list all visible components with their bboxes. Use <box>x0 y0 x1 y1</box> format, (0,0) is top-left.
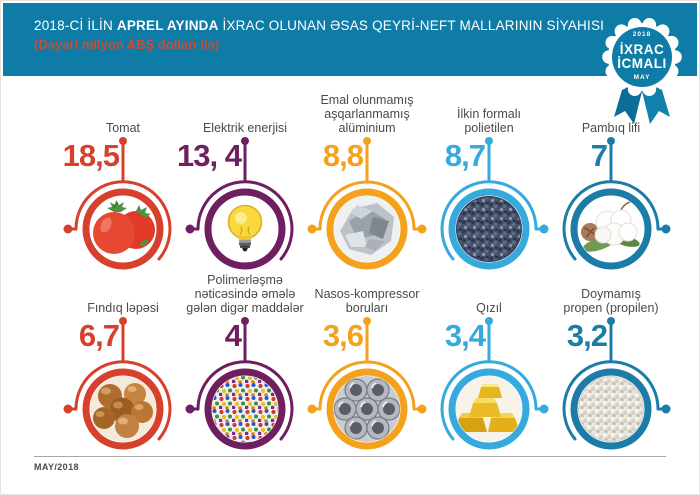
page-subtitle: (Dəyəri milyon ABŞ dolları ilə) <box>34 37 220 52</box>
footer-divider <box>34 456 666 457</box>
item-connector-art <box>440 137 549 270</box>
outer-arc <box>440 180 538 261</box>
pipes-icon <box>334 376 400 442</box>
outer-arc <box>440 360 538 441</box>
connector-dot-right <box>417 404 427 414</box>
page-title-suffix: İXRAC OLUNAN ƏSAS QEYRİ-NEFT MALLARININ … <box>218 18 605 33</box>
item-value: 18,5 <box>62 138 120 173</box>
badge-title-line2: İCMALI <box>617 56 667 71</box>
gold-bars-icon <box>456 376 522 442</box>
item-label: Emal olunmamış aşqarlanmamış alüminium <box>320 93 414 135</box>
aluminium-icon <box>334 196 400 262</box>
item-label: Pambıq lifi <box>581 121 641 135</box>
item-connector-art <box>63 317 172 450</box>
outer-arc <box>562 180 660 261</box>
item-connector-art <box>63 137 172 270</box>
item-connector-art <box>307 137 427 270</box>
header-bar: 2018-Cİ İLİN APREL AYINDA İXRAC OLUNAN Ə… <box>3 3 697 76</box>
footer-date: MAY/2018 <box>34 462 79 472</box>
outer-arc <box>318 360 416 411</box>
tomatoes-icon <box>93 200 155 254</box>
export-item-7: Polimerləşmə nəticəsində əmələ gələn dig… <box>183 273 307 471</box>
item-label: İlkin formalı polietilen <box>457 107 521 135</box>
item-label: Doymamış propen (propilen) <box>563 287 659 315</box>
item-label: Elektrik enerjisi <box>202 121 288 135</box>
connector-dot-left <box>63 404 73 414</box>
item-label: Qızıl <box>476 301 502 315</box>
item-value: 8,8 <box>322 138 364 173</box>
outer-arc <box>196 360 294 441</box>
connector-dot-left <box>307 224 317 234</box>
page-title: 2018-Cİ İLİN APREL AYINDA İXRAC OLUNAN Ə… <box>34 18 604 33</box>
item-connector-art <box>185 317 294 450</box>
export-item-3: Emal olunmamış aşqarlanmamış alüminium 8… <box>305 93 429 291</box>
outer-arc <box>74 360 172 441</box>
item-label: Tomat <box>105 121 141 135</box>
outer-arc <box>196 180 294 261</box>
export-review-badge: 2018 İXRAC İCMALI MAY <box>602 18 682 124</box>
cotton-icon <box>581 201 640 252</box>
item-connector-art <box>185 137 294 270</box>
connector-dot-left <box>185 404 195 414</box>
badge-year: 2018 <box>633 31 651 38</box>
connector-dot-right <box>661 224 671 234</box>
propylene-granules-icon <box>578 376 644 442</box>
item-value: 3,6 <box>322 318 364 353</box>
badge-title-line1: İXRAC <box>620 42 665 57</box>
item-label: Nasos-kompressor boruları <box>314 287 420 315</box>
outer-arc <box>318 180 416 231</box>
item-value: 3,2 <box>566 318 608 353</box>
item-connector-art <box>307 317 427 450</box>
item-connector-art <box>440 317 549 450</box>
export-item-9: Qızıl 3,4 <box>427 273 551 471</box>
outer-arc <box>74 180 172 261</box>
connector-dot-right <box>661 404 671 414</box>
badge-month: MAY <box>634 74 651 81</box>
item-value: 3,4 <box>444 318 486 353</box>
page-title-bold: APREL AYINDA <box>116 18 219 33</box>
page-title-prefix: 2018-Cİ İLİN <box>34 18 117 33</box>
export-item-5: Pambıq lifi 7 <box>549 93 673 291</box>
connector-dot-left <box>185 224 195 234</box>
item-connector-art <box>562 317 671 450</box>
connector-dot-right <box>417 224 427 234</box>
item-value: 4 <box>224 318 242 353</box>
item-connector-art <box>562 137 671 270</box>
export-item-2: Elektrik enerjisi 13, 4 <box>177 93 307 291</box>
polyethylene-granules-icon <box>456 196 522 262</box>
connector-dot-left <box>63 224 73 234</box>
connector-dot-right <box>539 224 549 234</box>
export-item-1: Tomat 18,5 <box>61 93 185 291</box>
hazelnuts-icon <box>90 376 156 442</box>
badge-seal <box>612 27 672 87</box>
item-value: 7 <box>590 138 608 173</box>
polymer-granules-icon <box>212 376 278 442</box>
item-value: 13, 4 <box>177 138 242 173</box>
export-item-10: Doymamış propen (propilen) 3,2 <box>549 273 673 471</box>
item-label: Polimerləşmə nəticəsində əmələ gələn dig… <box>186 273 304 315</box>
export-item-4: İlkin formalı polietilen 8,7 <box>427 93 551 291</box>
item-label: Fındıq ləpəsi <box>87 301 159 315</box>
item-value: 6,7 <box>78 318 120 353</box>
outer-arc <box>562 360 660 441</box>
export-item-8: Nasos-kompressor boruları 3,6 <box>305 273 429 471</box>
connector-dot-right <box>539 404 549 414</box>
connector-dot-left <box>307 404 317 414</box>
export-item-6: Fındıq ləpəsi 6,7 <box>61 273 185 471</box>
item-value: 8,7 <box>444 138 486 173</box>
light-bulb-icon <box>227 204 263 252</box>
